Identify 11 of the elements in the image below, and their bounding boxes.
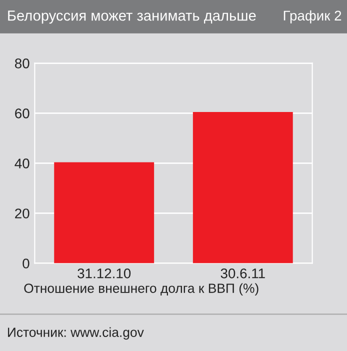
x-tick-label: 30.6.11 — [220, 268, 265, 278]
chart-subtitle: График 2 — [284, 10, 342, 24]
y-tick-label: 60 — [15, 108, 30, 118]
x-axis-title: Отношение внешнего долга к ВВП (%) — [24, 283, 258, 296]
y-tick-label: 40 — [14, 158, 30, 168]
text: Источник: www.cia.gov — [8, 327, 144, 340]
x-tick-label: 31.12.10 — [78, 268, 131, 278]
chart-title: Белоруссия может занимать дальше — [8, 10, 256, 24]
y-tick-label: 80 — [14, 58, 30, 68]
y-tick-label: 20 — [15, 208, 30, 218]
y-tick-label: 0 — [22, 258, 30, 268]
